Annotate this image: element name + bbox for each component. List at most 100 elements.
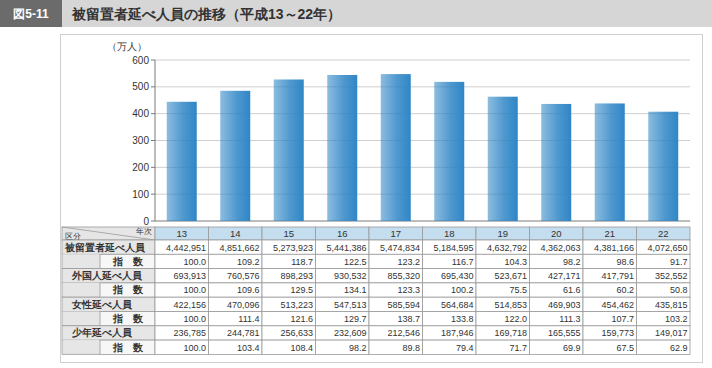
index-cell (262, 312, 316, 326)
value-cell (209, 326, 263, 340)
x-tick-label: 15 (283, 228, 294, 239)
index-text: 67.5 (616, 343, 634, 353)
index-cell (155, 312, 209, 326)
value-text: 585,594 (387, 300, 420, 310)
index-cell (476, 312, 530, 326)
bar (381, 74, 411, 221)
category-cell (423, 227, 477, 240)
value-text: 165,555 (548, 328, 581, 338)
bar (541, 104, 571, 221)
index-text: 107.7 (611, 314, 634, 324)
index-text: 118.7 (291, 257, 313, 267)
y-tick (151, 221, 155, 222)
index-label: 指 数 (112, 256, 144, 267)
index-cell (369, 312, 423, 326)
y-tick-label: 100 (132, 189, 149, 200)
value-cell (423, 297, 477, 311)
value-text: 898,293 (280, 271, 313, 281)
index-spacer-cell (62, 283, 100, 297)
cell-border (62, 354, 100, 355)
value-text: 417,791 (601, 271, 634, 281)
index-label-cell (100, 254, 155, 268)
value-text: 760,576 (227, 271, 260, 281)
index-text: 100.0 (183, 343, 206, 353)
index-text: 89.8 (402, 343, 420, 353)
index-text: 62.9 (670, 343, 688, 353)
y-tick (151, 86, 155, 87)
y-tick (151, 140, 155, 141)
index-cell (316, 312, 370, 326)
index-cell (583, 312, 637, 326)
bar (274, 79, 304, 221)
header-band (0, 0, 712, 27)
index-text: 60.2 (616, 285, 634, 295)
index-cell (583, 283, 637, 297)
index-cell (530, 312, 584, 326)
index-cell (316, 254, 370, 268)
bar (327, 75, 357, 221)
index-text: 61.6 (563, 285, 581, 295)
index-text: 98.2 (563, 257, 581, 267)
category-cell (155, 227, 209, 240)
index-text: 123.3 (397, 285, 420, 295)
value-text: 435,815 (655, 300, 688, 310)
index-cell (530, 254, 584, 268)
value-cell (369, 240, 423, 254)
index-label: 指 数 (112, 284, 144, 295)
row-label: 女性延べ人員 (71, 299, 133, 310)
value-text: 5,273,923 (273, 243, 313, 253)
value-text: 352,552 (655, 271, 688, 281)
index-text: 111.4 (238, 314, 259, 324)
x-tick-label: 20 (551, 228, 562, 239)
value-cell (637, 326, 691, 340)
category-cell (530, 227, 584, 240)
value-text: 547,513 (334, 300, 367, 310)
bar (434, 82, 464, 221)
index-cell (316, 283, 370, 297)
corner-diagonal (62, 227, 155, 240)
value-cell (530, 240, 584, 254)
value-text: 454,462 (601, 300, 634, 310)
value-cell (530, 297, 584, 311)
index-cell (530, 283, 584, 297)
index-cell (316, 340, 370, 354)
index-text: 100.0 (183, 285, 206, 295)
index-cell (262, 254, 316, 268)
value-cell (155, 326, 209, 340)
value-text: 422,156 (173, 300, 206, 310)
y-tick-label: 0 (143, 216, 149, 227)
value-cell (316, 297, 370, 311)
y-tick (151, 113, 155, 114)
index-label: 指 数 (112, 342, 144, 353)
bar (488, 97, 518, 221)
index-cell (423, 254, 477, 268)
value-text: 5,441,386 (326, 243, 366, 253)
value-text: 523,671 (494, 271, 527, 281)
index-cell (369, 283, 423, 297)
category-cell (316, 227, 370, 240)
row-label: 少年延べ人員 (72, 327, 133, 338)
table: 年次区分13141516171819202122被留置者延べ人員4,442,95… (62, 227, 690, 355)
y-tick-label: 500 (132, 81, 149, 92)
index-text: 109.2 (237, 257, 260, 267)
y-tick (151, 167, 155, 168)
index-text: 69.9 (563, 343, 581, 353)
index-text: 134.1 (344, 285, 367, 295)
index-text: 138.7 (397, 314, 420, 324)
index-label: 指 数 (112, 313, 144, 324)
value-text: 159,773 (601, 328, 634, 338)
index-text: 50.8 (670, 285, 688, 295)
y-axis (155, 60, 156, 221)
value-text: 5,474,834 (380, 243, 420, 253)
index-cell (423, 312, 477, 326)
category-cell (476, 227, 530, 240)
value-cell (423, 269, 477, 283)
index-cell (423, 283, 477, 297)
index-text: 122.0 (504, 314, 527, 324)
index-label-cell (100, 312, 155, 326)
value-cell (155, 297, 209, 311)
value-text: 930,532 (334, 271, 367, 281)
index-text: 122.5 (344, 257, 367, 267)
value-text: 4,072,650 (647, 243, 687, 253)
index-cell (209, 283, 263, 297)
